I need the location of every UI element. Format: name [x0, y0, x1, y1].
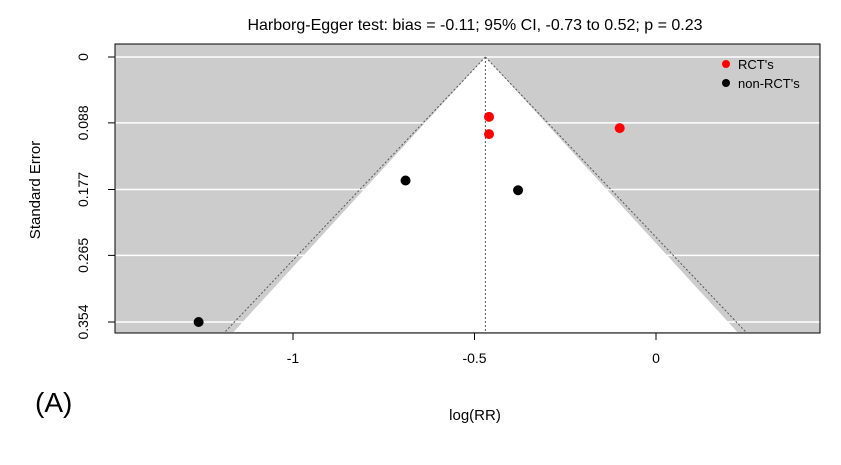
rct-point — [614, 123, 625, 134]
y-tick-label: 0.265 — [75, 238, 91, 273]
legend-label: RCT's — [738, 57, 774, 72]
rct-point — [484, 129, 495, 140]
funnel-left-ci-line — [223, 56, 486, 334]
non-rct-point — [193, 317, 204, 327]
chart-title: Harborg-Egger test: bias = -0.11; 95% CI… — [247, 17, 702, 34]
data-points — [193, 111, 625, 327]
x-axis-label: log(RR) — [449, 407, 501, 424]
legend-marker — [722, 60, 730, 68]
non-rct-point — [513, 185, 524, 196]
y-tick-label: 0 — [75, 53, 91, 61]
y-tick-label: 0.354 — [75, 304, 91, 339]
legend: RCT's non-RCT's — [722, 57, 800, 91]
non-rct-point — [400, 175, 411, 186]
x-tick-label: 0 — [652, 350, 660, 366]
y-tick-label: 0.088 — [75, 105, 91, 140]
y-axis: 0 0.088 0.177 0.265 0.354 — [75, 53, 116, 340]
legend-label: non-RCT's — [738, 76, 800, 91]
x-tick-label: -0.5 — [462, 350, 486, 366]
funnel-right-ci-line — [485, 56, 748, 334]
rct-point — [484, 111, 495, 122]
y-axis-label: Standard Error — [27, 141, 44, 239]
x-tick-label: -1 — [287, 350, 300, 366]
panel-label: (A) — [35, 387, 72, 418]
legend-marker — [722, 79, 730, 87]
y-tick-label: 0.177 — [75, 172, 91, 207]
x-axis: -1 -0.5 0 — [287, 332, 660, 366]
